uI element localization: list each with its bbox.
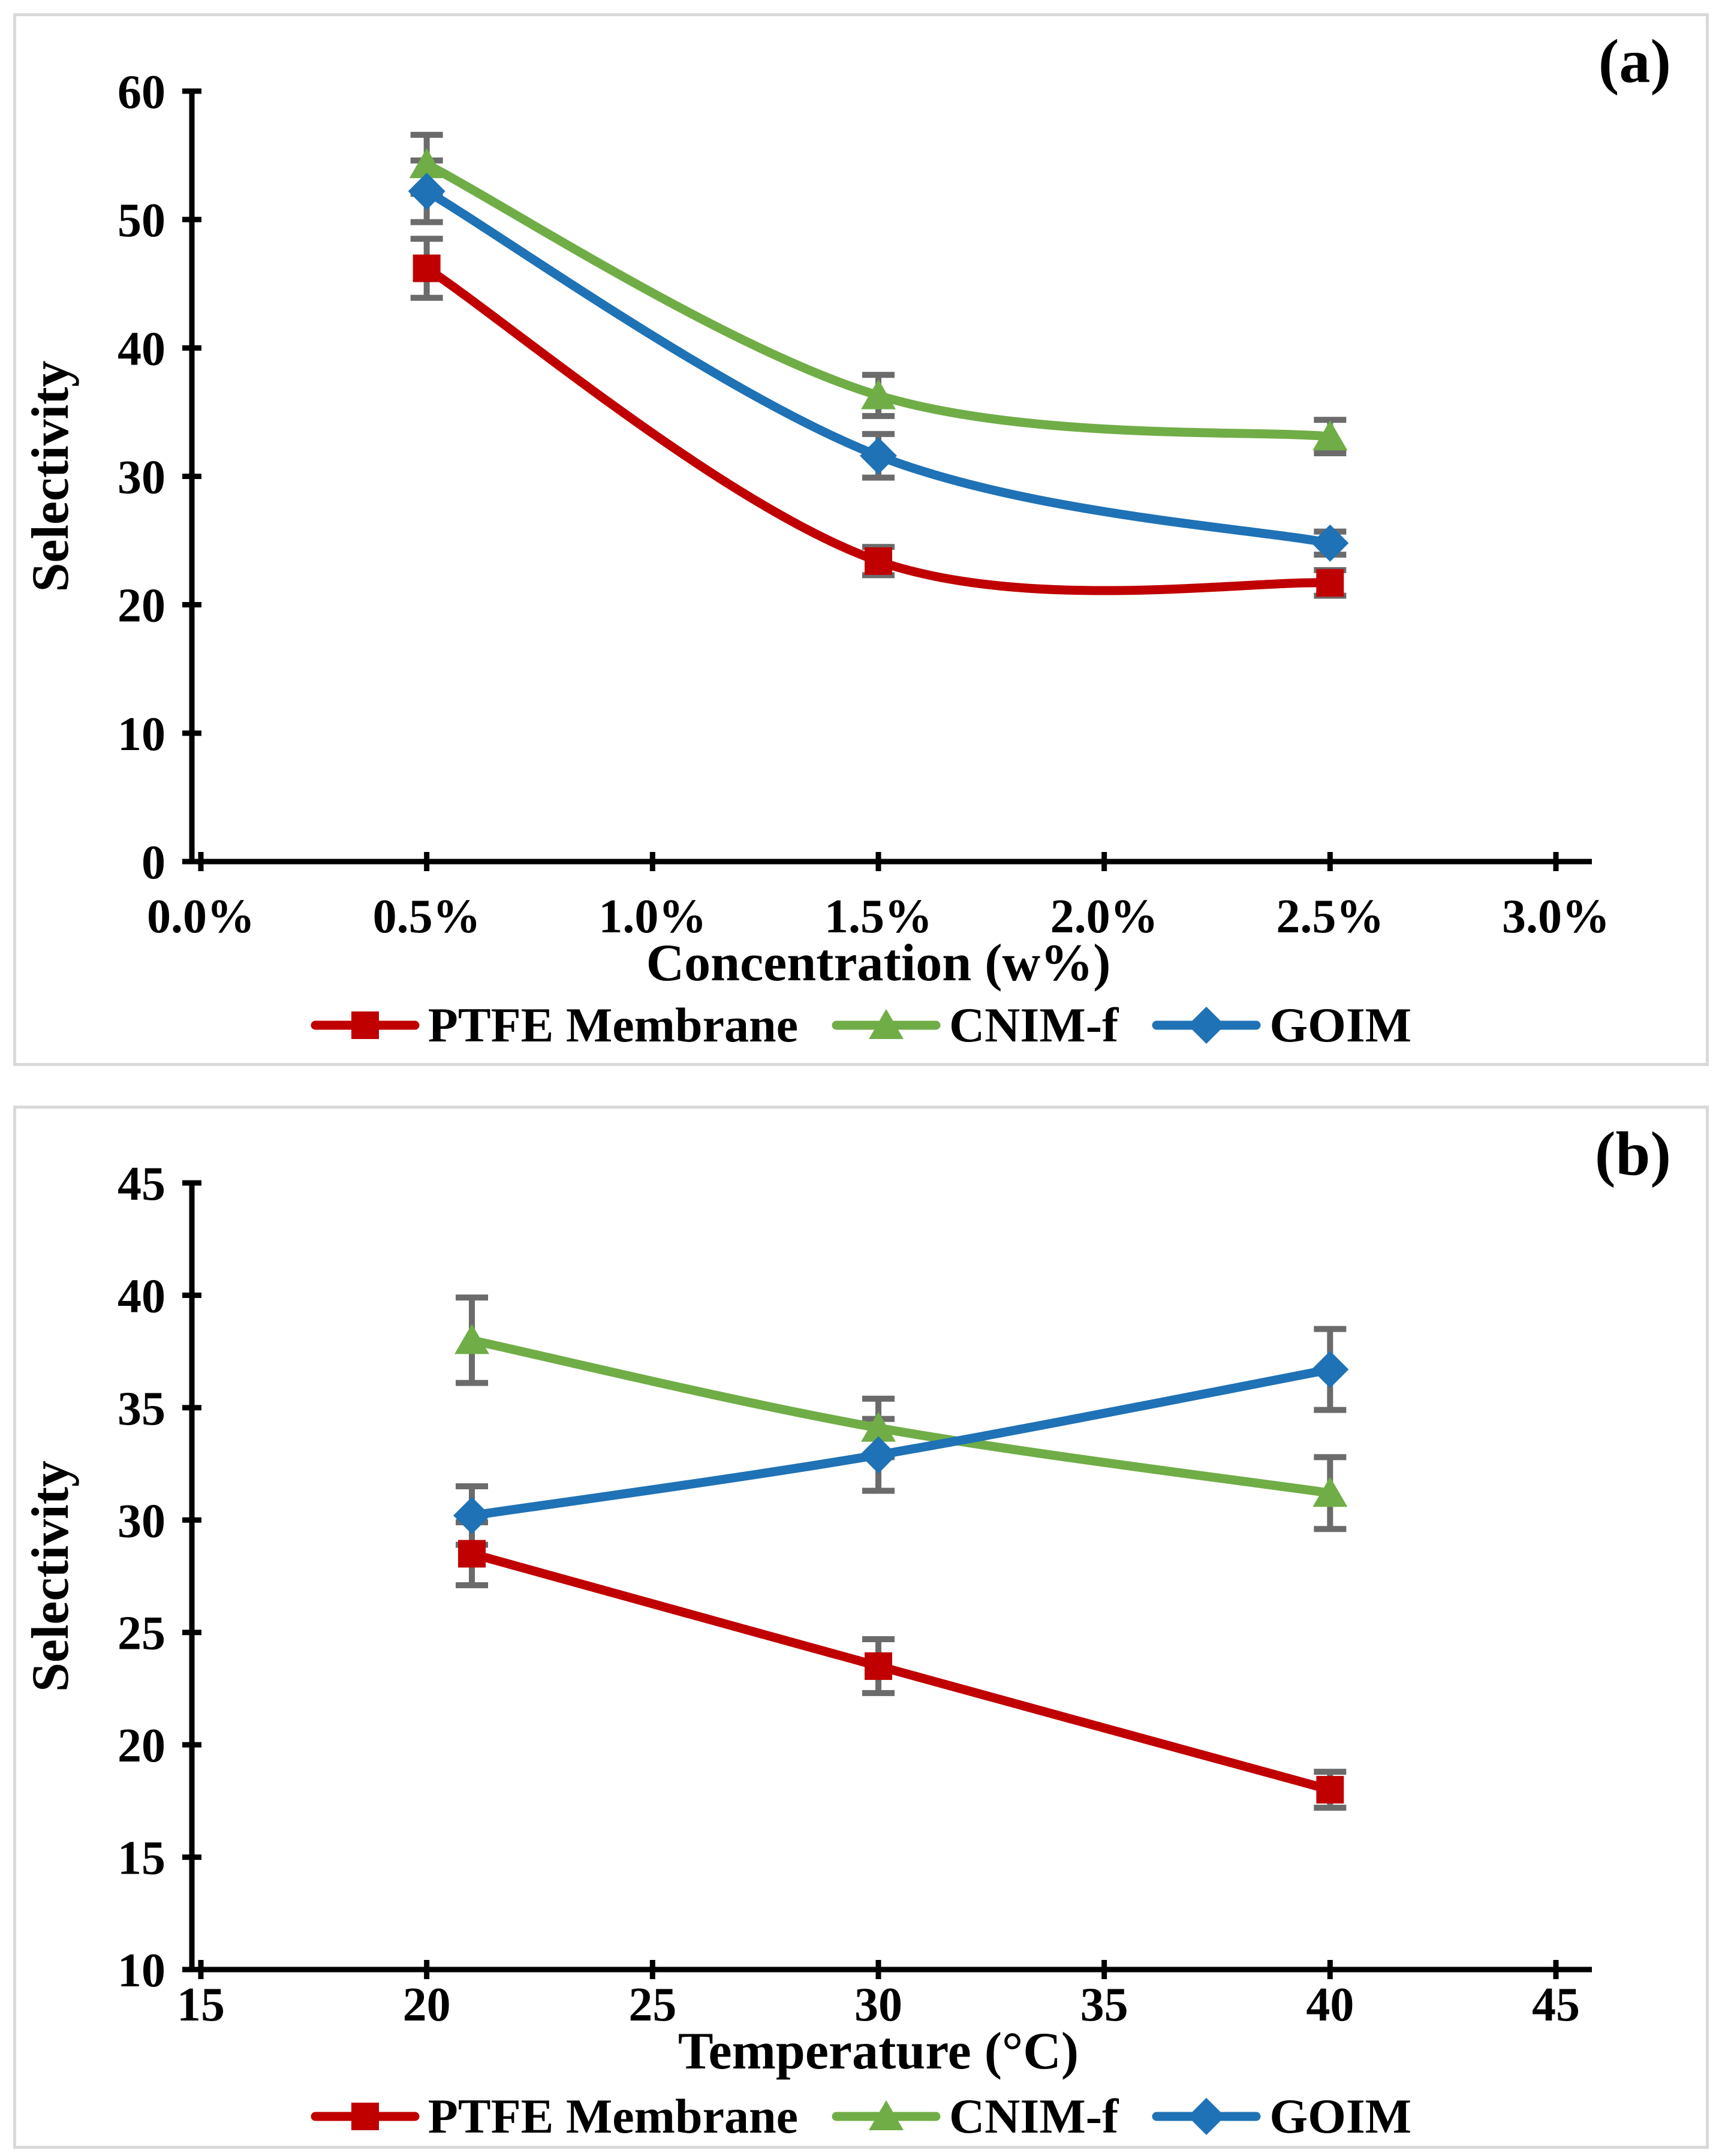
x-tick-label: 2.0% <box>1050 890 1158 943</box>
y-tick-label: 20 <box>118 580 165 633</box>
square-marker <box>865 1652 892 1680</box>
legend-item-cnim-f: CNIM-f <box>832 2088 1118 2145</box>
diamond-marker <box>408 173 445 210</box>
y-tick-label: 15 <box>118 1832 165 1885</box>
y-tick-label: 30 <box>118 1495 165 1547</box>
series-goim <box>453 1351 1349 1534</box>
series-ptfe-membrane <box>458 1540 1344 1804</box>
square-marker <box>458 1540 486 1568</box>
y-tick-label: 25 <box>118 1607 165 1660</box>
y-tick-label: 40 <box>118 323 165 375</box>
x-axis-title: Concentration (w%) <box>646 934 1111 992</box>
legend-label: GOIM <box>1269 2089 1412 2143</box>
diamond-marker <box>1188 2098 1226 2135</box>
series-cnim-f <box>454 1324 1348 1507</box>
triangle-marker <box>454 1324 489 1354</box>
y-tick-label: 50 <box>118 194 165 247</box>
panel-a-label: (a) <box>1598 27 1671 96</box>
square-legend-marker-icon <box>311 1011 420 1039</box>
legend-b: PTFE Membrane CNIM-f GOIM <box>16 2088 1706 2145</box>
x-tick-label: 2.5% <box>1276 890 1384 943</box>
panel-b: 10 15 20 25 30 35 40 45 15 20 25 30 35 40 45 Temperatur… <box>13 1106 1709 2149</box>
y-tick-label: 20 <box>118 1720 165 1772</box>
chart-a-plot: 0 10 20 30 40 50 60 0.0% 0.5% 1.0% 1.5% 2.0% 2.5% 3.0… <box>22 66 1610 992</box>
square-legend-marker-icon <box>311 2103 420 2130</box>
diamond-legend-marker-icon <box>1152 2098 1261 2135</box>
triangle-marker <box>861 1411 896 1442</box>
x-tick-label: 20 <box>403 1979 451 2031</box>
square-marker <box>1316 1776 1344 1804</box>
x-tick-label: 35 <box>1080 1979 1128 2031</box>
diamond-marker <box>860 437 897 475</box>
triangle-marker <box>1312 1477 1348 1507</box>
triangle-marker <box>1312 420 1348 451</box>
x-tick-label: 0.0% <box>147 890 255 943</box>
panel-b-label: (b) <box>1594 1119 1671 1188</box>
x-tick-label: 1.5% <box>824 890 932 943</box>
series-cnim-f <box>409 148 1348 451</box>
x-tick-label: 30 <box>854 1979 902 2031</box>
diamond-marker <box>1188 1007 1226 1044</box>
x-tick-label: 40 <box>1306 1979 1354 2031</box>
y-axis-title: Selectivity <box>22 360 80 592</box>
legend-item-ptfe-membrane: PTFE Membrane <box>311 997 798 1053</box>
diamond-marker <box>1311 524 1349 562</box>
y-tick-label: 30 <box>118 451 165 504</box>
x-tick-label: 25 <box>628 1979 676 2031</box>
series-line <box>467 1335 1335 1498</box>
y-axis-title: Selectivity <box>22 1461 80 1692</box>
legend-a: PTFE Membrane CNIM-f GOIM <box>16 997 1706 1053</box>
y-tick-label: 10 <box>118 708 165 761</box>
x-tick-label: 1.0% <box>598 890 706 943</box>
legend-item-ptfe-membrane: PTFE Membrane <box>311 2088 798 2145</box>
x-tick-label: 0.5% <box>373 890 481 943</box>
y-tick-label: 10 <box>118 1944 165 1997</box>
y-tick-label: 0 <box>142 836 165 889</box>
legend-item-cnim-f: CNIM-f <box>832 997 1118 1053</box>
panel-a: 0 10 20 30 40 50 60 0.0% 0.5% 1.0% 1.5% 2.0% 2.5% 3.0… <box>13 13 1709 1066</box>
square-marker <box>351 2103 379 2130</box>
triangle-marker <box>868 1009 904 1039</box>
triangle-legend-marker-icon <box>832 1009 941 1039</box>
diamond-marker <box>860 1436 897 1474</box>
y-tick-label: 40 <box>118 1270 165 1323</box>
y-tick-label: 45 <box>118 1158 165 1211</box>
triangle-marker <box>868 2100 904 2130</box>
x-tick-label: 15 <box>177 1979 225 2031</box>
legend-label: GOIM <box>1269 998 1412 1052</box>
y-tick-label: 35 <box>118 1383 165 1435</box>
legend-item-goim: GOIM <box>1152 997 1411 1053</box>
legend-label: CNIM-f <box>949 998 1119 1052</box>
square-marker <box>413 254 441 282</box>
triangle-legend-marker-icon <box>832 2100 941 2130</box>
legend-item-goim: GOIM <box>1152 2088 1411 2145</box>
legend-label: CNIM-f <box>949 2089 1119 2143</box>
square-marker <box>351 1011 379 1039</box>
error-bars-group <box>456 1294 1347 1811</box>
square-marker <box>865 547 892 575</box>
x-axis-title: Temperature (°C) <box>678 2022 1079 2080</box>
diamond-marker <box>453 1496 490 1534</box>
legend-label: PTFE Membrane <box>428 2089 798 2143</box>
series-line <box>467 1549 1335 1794</box>
legend-label: PTFE Membrane <box>428 998 798 1052</box>
axis-group: 0 10 20 30 40 50 60 0.0% 0.5% 1.0% 1.5% 2.0% 2.5% 3.0… <box>22 66 1610 992</box>
y-tick-label: 60 <box>118 66 165 119</box>
x-tick-label: 45 <box>1532 1979 1580 2031</box>
triangle-marker <box>861 379 896 409</box>
square-marker <box>1316 569 1344 597</box>
series-ptfe-membrane <box>413 254 1344 597</box>
diamond-legend-marker-icon <box>1152 1007 1261 1044</box>
diamond-marker <box>1311 1351 1349 1389</box>
series-line <box>467 1365 1335 1520</box>
series-goim <box>408 173 1349 562</box>
x-tick-label: 3.0% <box>1502 890 1610 943</box>
triangle-marker <box>409 148 444 179</box>
